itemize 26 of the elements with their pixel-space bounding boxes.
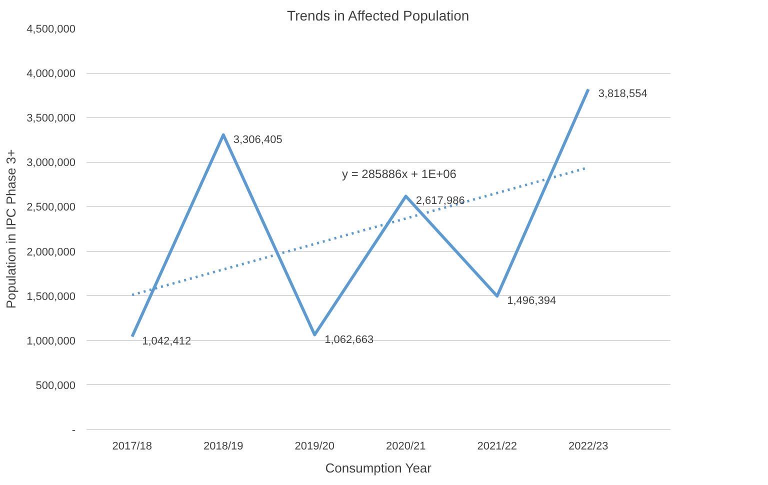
y-tick-label: 4,500,000 [26,24,76,36]
x-tick-label: 2018/19 [203,440,244,452]
y-tick-label: 1,500,000 [26,290,76,303]
y-tick-label: 4,000,000 [26,68,76,80]
y-tick-label: 500,000 [36,380,76,392]
y-axis-title: Population in IPC Phase 3+ [4,149,19,309]
y-tick-label: 1,000,000 [26,335,76,348]
x-axis-title: Consumption Year [325,460,432,476]
y-tick-label: 2,500,000 [26,202,76,214]
data-label: 2,617,986 [416,195,465,208]
y-tick-label: 3,500,000 [26,112,76,125]
x-tick-label: 2022/23 [568,440,608,452]
chart-title: Trends in Affected Population [287,8,470,24]
annotation: y = 285886x + 1E+06 [342,166,457,181]
data-label: 3,818,554 [598,88,648,100]
data-label: 1,062,663 [324,334,374,346]
x-tick-label: 2019/20 [294,440,335,452]
y-tick-label: - [72,424,76,436]
y-tick-label: 2,000,000 [26,246,76,258]
x-tick-label: 2021/22 [477,440,518,452]
data-label: 1,042,412 [142,336,192,348]
x-tick-label: 2017/18 [112,440,152,452]
x-tick-label: 2020/21 [386,440,426,452]
y-tick-label: 3,000,000 [26,157,76,170]
data-label: 3,306,405 [233,134,282,146]
data-label: 1,496,394 [507,295,556,308]
